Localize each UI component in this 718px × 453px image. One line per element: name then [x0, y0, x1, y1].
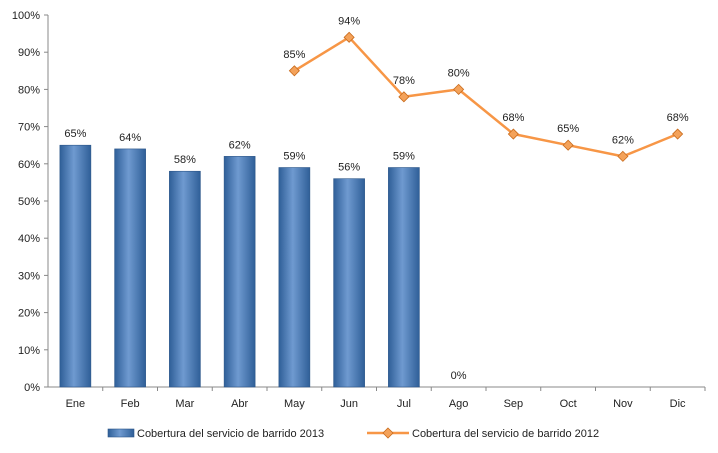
line-data-label: 80% — [448, 67, 470, 79]
x-tick-label: Jul — [397, 398, 411, 410]
y-tick-label: 20% — [18, 308, 40, 320]
line-data-label: 68% — [502, 112, 524, 124]
line-point — [672, 128, 684, 140]
legend-swatch-bar — [107, 428, 135, 438]
y-tick-label: 100% — [12, 10, 40, 22]
y-tick-label: 70% — [18, 122, 40, 134]
x-tick-label: May — [284, 398, 305, 410]
x-tick-label: Ago — [449, 398, 469, 410]
line-data-label: 62% — [612, 134, 634, 146]
data-labels: 65% 64% 58% 62% 59% 56% 59% 0% 85% 94% 78% 80% 68% 65… — [64, 15, 688, 382]
x-tick-label: Oct — [560, 398, 577, 410]
line-point — [507, 128, 519, 140]
line-point — [288, 65, 300, 77]
line-series — [288, 31, 684, 162]
legend-label-2012: Cobertura del servicio de barrido 2012 — [412, 428, 599, 440]
legend-swatch-marker — [382, 427, 394, 439]
y-tick-label: 80% — [18, 84, 40, 96]
x-tick-label: Jun — [340, 398, 358, 410]
y-tick-label: 0% — [24, 382, 40, 394]
legend-label-2013: Cobertura del servicio de barrido 2013 — [137, 428, 324, 440]
bar-data-label: 0% — [451, 370, 467, 382]
x-tick-label: Nov — [613, 398, 633, 410]
x-tick-label: Mar — [175, 398, 194, 410]
line-point — [453, 83, 465, 95]
bar — [59, 144, 92, 388]
bar — [388, 167, 420, 388]
line-data-label: 85% — [283, 49, 305, 61]
x-tick-label: Feb — [121, 398, 140, 410]
legend: Cobertura del servicio de barrido 2013 Co… — [107, 427, 599, 440]
bar — [114, 148, 146, 388]
x-tick-label: Ene — [66, 398, 86, 410]
y-tick-label: 10% — [18, 345, 40, 357]
line-data-label: 68% — [667, 112, 689, 124]
bar — [333, 178, 365, 388]
line-point — [562, 139, 574, 151]
bar — [223, 156, 256, 388]
bar-data-label: 58% — [174, 154, 196, 166]
x-tick-label: Abr — [231, 398, 248, 410]
x-tick-label: Sep — [504, 398, 524, 410]
bar-data-label: 62% — [229, 139, 251, 151]
line-point — [617, 150, 629, 162]
x-tick-label: Dic — [670, 398, 686, 410]
series-line — [293, 36, 679, 158]
bar-series — [59, 144, 420, 388]
line-data-label: 65% — [557, 123, 579, 135]
bar — [169, 170, 201, 388]
line-point — [343, 31, 355, 43]
y-tick-label: 30% — [18, 270, 40, 282]
line-data-label: 78% — [393, 75, 415, 87]
y-tick-label: 50% — [18, 196, 40, 208]
y-tick-label: 60% — [18, 159, 40, 171]
axes: 0% 10% 20% 30% 40% 50% 60% 70% 80% 90% 100% Ene Feb M… — [12, 10, 706, 410]
bar-data-label: 56% — [338, 162, 360, 174]
y-tick-label: 90% — [18, 47, 40, 59]
line-point — [398, 91, 410, 103]
line-data-label: 94% — [338, 15, 360, 27]
bar — [278, 167, 311, 388]
bar-data-label: 64% — [119, 132, 141, 144]
bar-data-label: 59% — [393, 151, 415, 163]
bar-data-label: 65% — [64, 128, 86, 140]
y-tick-label: 40% — [18, 233, 40, 245]
bar-data-label: 59% — [283, 151, 305, 163]
